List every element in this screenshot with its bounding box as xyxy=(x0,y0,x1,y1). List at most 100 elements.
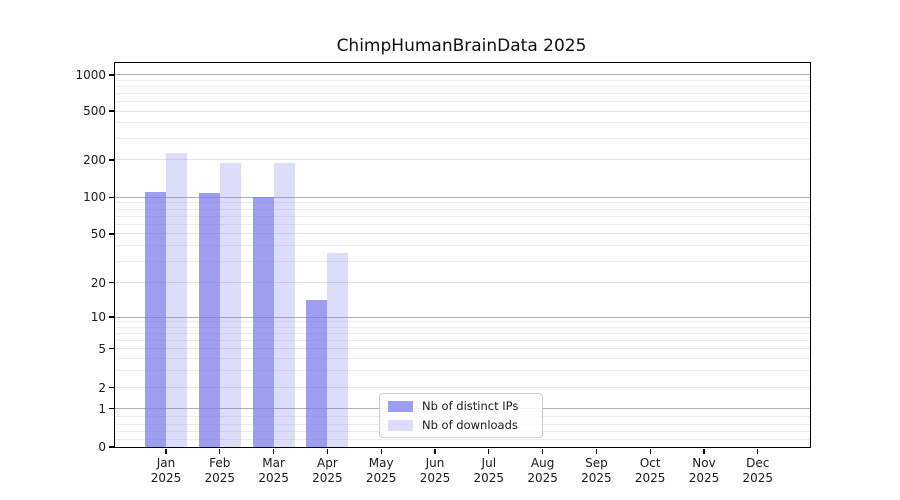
legend-label: Nb of distinct IPs xyxy=(422,399,519,413)
x-tick-month: Feb xyxy=(209,456,231,470)
x-tick-label: Feb 2025 xyxy=(190,456,250,486)
labeled-gridline xyxy=(115,348,810,350)
x-tick-label: Apr 2025 xyxy=(297,456,357,486)
minor-gridline xyxy=(115,321,810,323)
x-tick-month: Mar xyxy=(262,456,285,470)
legend: Nb of distinct IPs Nb of downloads xyxy=(379,393,543,438)
major-gridline xyxy=(115,74,810,76)
legend-label: Nb of downloads xyxy=(422,418,518,432)
minor-gridline xyxy=(115,79,810,81)
labeled-gridline xyxy=(115,387,810,389)
legend-swatch-downloads xyxy=(388,419,413,431)
minor-gridline xyxy=(115,86,810,88)
x-tick-year: 2025 xyxy=(527,471,558,485)
plot-area: 1000 500 200 100 50 20 10 5 2 1 0 Jan 2025 Feb 2025 Mar… xyxy=(75,62,811,485)
y-tick-label: 100 xyxy=(83,190,106,205)
major-gridline xyxy=(115,196,810,198)
y-tick-label: 10 xyxy=(90,310,106,325)
y-tick-mark xyxy=(108,316,114,318)
x-tick-month: Nov xyxy=(692,456,716,470)
labeled-gridline xyxy=(115,233,810,235)
x-tick-month: Dec xyxy=(746,456,770,470)
y-tick-mark xyxy=(108,446,114,448)
x-tick-year: 2025 xyxy=(150,471,182,485)
x-tick-label: Sep 2025 xyxy=(566,456,626,486)
minor-gridline xyxy=(115,260,810,262)
x-tick-label: Nov 2025 xyxy=(674,456,734,486)
minor-gridline xyxy=(115,223,810,225)
y-tick-mark xyxy=(108,233,114,235)
y-tick-mark xyxy=(108,408,114,410)
x-tick-mark xyxy=(219,448,221,454)
chart-title: ChimpHumanBrainData 2025 xyxy=(336,36,587,56)
x-tick-mark xyxy=(541,448,544,454)
x-tick-label: Jan 2025 xyxy=(136,456,196,486)
x-tick-year: 2025 xyxy=(688,471,720,485)
minor-gridline xyxy=(115,93,810,94)
x-tick-year: 2025 xyxy=(581,471,612,485)
x-tick-label: May 2025 xyxy=(351,456,411,486)
labeled-gridline xyxy=(115,110,810,112)
x-tick-label: Aug 2025 xyxy=(513,456,573,486)
y-tick-label: 200 xyxy=(83,152,106,167)
x-tick-year: 2025 xyxy=(312,471,343,485)
x-tick-month: Apr xyxy=(317,456,338,470)
labeled-gridline xyxy=(115,282,810,284)
x-tick-label: Jun 2025 xyxy=(405,456,465,486)
legend-swatch-distinct-ips xyxy=(388,400,413,412)
y-tick-label: 2 xyxy=(98,380,106,395)
x-tick-mark xyxy=(326,448,329,454)
x-tick-mark xyxy=(380,448,382,454)
minor-gridline xyxy=(115,215,810,217)
minor-gridline xyxy=(115,208,810,210)
bar-downloads xyxy=(273,162,295,447)
x-tick-mark xyxy=(703,448,705,454)
x-tick-year: 2025 xyxy=(473,471,505,485)
bar-distinct-ips xyxy=(252,197,274,447)
x-tick-year: 2025 xyxy=(258,471,289,485)
x-tick-mark xyxy=(488,448,490,454)
x-tick-label: Jul 2025 xyxy=(459,456,519,486)
minor-gridline xyxy=(115,332,810,334)
minor-gridline xyxy=(115,245,810,247)
y-tick-label: 50 xyxy=(90,226,106,241)
x-tick-label: Mar 2025 xyxy=(244,456,304,486)
y-tick-label: 0 xyxy=(98,440,106,454)
x-tick-mark xyxy=(165,448,167,454)
x-tick-month: Sep xyxy=(585,456,608,470)
bar-downloads xyxy=(219,162,241,447)
x-tick-year: 2025 xyxy=(204,471,236,485)
x-tick-year: 2025 xyxy=(419,471,451,485)
bar-distinct-ips xyxy=(145,191,166,447)
bar-downloads xyxy=(166,152,187,447)
x-tick-month: Aug xyxy=(530,456,555,470)
minor-gridline xyxy=(115,357,810,359)
y-tick-mark xyxy=(108,387,114,389)
x-tick-month: Jun xyxy=(425,456,445,470)
x-tick-year: 2025 xyxy=(634,471,666,485)
legend-item: Nb of distinct IPs xyxy=(388,399,534,413)
minor-gridline xyxy=(115,202,810,204)
bar-distinct-ips xyxy=(306,300,328,447)
minor-gridline xyxy=(115,326,810,328)
x-tick-mark xyxy=(595,448,598,454)
x-tick-month: Oct xyxy=(639,456,661,470)
x-tick-year: 2025 xyxy=(742,471,774,485)
y-tick-mark xyxy=(108,110,114,112)
legend-item: Nb of downloads xyxy=(388,418,534,432)
x-tick-mark xyxy=(272,448,275,454)
y-tick-mark xyxy=(108,196,114,198)
major-gridline xyxy=(115,316,810,318)
x-tick-month: May xyxy=(368,456,394,470)
y-tick-label: 500 xyxy=(83,104,106,118)
y-tick-mark xyxy=(108,74,114,76)
minor-gridline xyxy=(115,438,810,440)
x-tick-mark xyxy=(434,448,436,454)
minor-gridline xyxy=(115,122,810,124)
y-tick-mark xyxy=(108,159,114,161)
minor-gridline xyxy=(115,339,810,341)
x-tick-label: Oct 2025 xyxy=(620,456,680,486)
bar-distinct-ips xyxy=(198,193,220,447)
y-tick-label: 1000 xyxy=(75,67,106,82)
